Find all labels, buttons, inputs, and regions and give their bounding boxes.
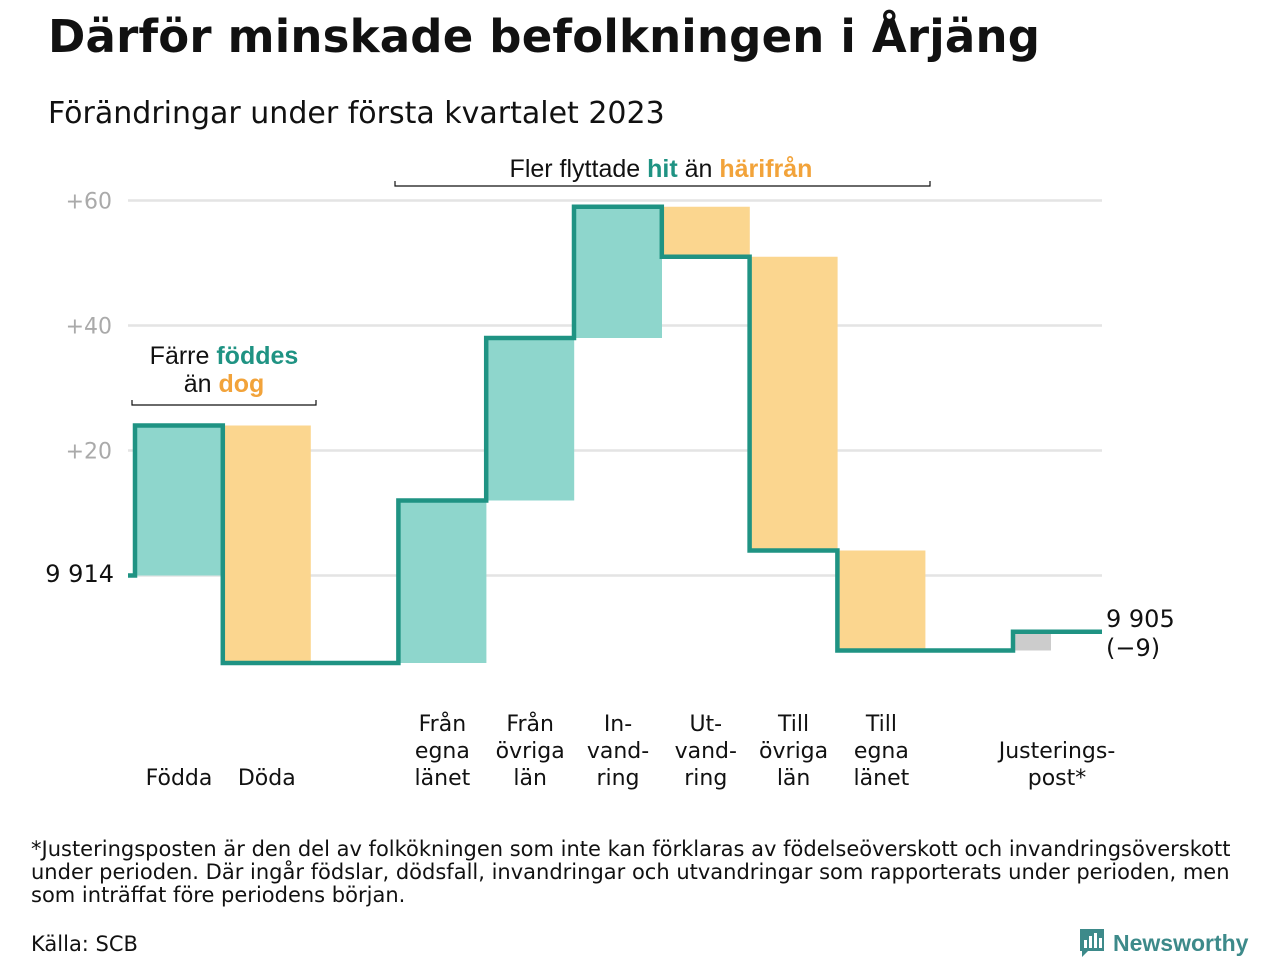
bar-in xyxy=(574,206,662,338)
y-tick-label: +40 xyxy=(66,315,112,340)
moves-annotation-bracket xyxy=(394,181,931,187)
category-label: egna xyxy=(415,739,470,764)
category-label: Födda xyxy=(146,766,213,791)
category-label: Till xyxy=(777,712,809,737)
category-label: Från xyxy=(506,711,554,737)
source-credit: Källa: SCB xyxy=(31,932,138,956)
category-label: övriga xyxy=(759,739,828,764)
end-change-label: (−9) xyxy=(1106,634,1160,662)
waterfall-chart: +20+40+60 Födda DödaFrånegnalänetFrånövri… xyxy=(45,155,1175,791)
moves-annotation-highlight-2: härifrån xyxy=(719,155,812,183)
y-tick-label: +60 xyxy=(66,190,112,215)
moves-annotation-highlight-1: hit xyxy=(647,155,678,183)
start-value-label: 9 914 xyxy=(45,560,114,588)
bar-out xyxy=(661,206,750,257)
category-label: ring xyxy=(596,766,639,791)
category-label: vand- xyxy=(587,739,649,764)
moves-annotation: Fler flyttade hit än härifrån xyxy=(394,155,931,187)
category-label: län xyxy=(513,766,547,791)
category-label: länet xyxy=(415,766,471,791)
newsworthy-logo-icon xyxy=(1080,929,1104,957)
chart-subtitle: Förändringar under första kvartalet 2023 xyxy=(48,96,665,131)
births-annotation: Färre föddes än dog xyxy=(131,342,317,406)
category-label: Justerings- xyxy=(997,739,1116,764)
births-annotation-highlight-1: föddes xyxy=(216,342,298,370)
brand-logo: Newsworthy xyxy=(1079,928,1248,958)
running-total-line xyxy=(128,204,1102,666)
births-annotation-highlight-2: dog xyxy=(218,370,264,398)
category-label: Från xyxy=(419,711,467,737)
category-label: post* xyxy=(1028,766,1087,791)
category-label: länet xyxy=(854,766,910,791)
category-label: In- xyxy=(604,712,632,737)
svg-text:Färre föddes: Färre föddes xyxy=(150,342,299,370)
moves-annotation-text-1: Fler flyttade xyxy=(510,155,648,183)
category-label: egna xyxy=(854,739,909,764)
births-annotation-text-1: Färre xyxy=(150,342,217,370)
svg-text:än dog: än dog xyxy=(184,370,265,398)
category-label: Till xyxy=(865,712,897,737)
category-label: övriga xyxy=(496,739,565,764)
bar-in xyxy=(398,500,487,663)
category-label: län xyxy=(777,766,811,791)
bar-out xyxy=(222,425,311,663)
category-label: vand- xyxy=(675,739,737,764)
footnote: *Justeringsposten är den del av folkökni… xyxy=(31,837,1231,907)
moves-annotation-text-2: än xyxy=(678,155,720,183)
bar-adjust xyxy=(1013,631,1051,651)
category-label: Döda xyxy=(238,766,296,791)
bar-in xyxy=(486,338,575,501)
births-annotation-text-2: än xyxy=(184,370,219,398)
svg-text:Fler flyttade hit än härifrån: Fler flyttade hit än härifrån xyxy=(510,155,813,183)
births-annotation-bracket xyxy=(131,400,317,406)
end-value-label: 9 905 xyxy=(1106,605,1175,633)
bars xyxy=(135,206,1051,663)
bar-out xyxy=(837,550,926,651)
category-label: Ut- xyxy=(689,712,722,737)
running-total-path xyxy=(128,204,1102,666)
bar-in xyxy=(135,425,223,576)
chart-title: Därför minskade befolkningen i Årjäng xyxy=(48,10,1041,63)
category-labels: Födda DödaFrånegnalänetFrånövrigalänIn-va… xyxy=(146,711,1116,791)
y-tick-label: +20 xyxy=(66,440,112,465)
brand-name: Newsworthy xyxy=(1113,929,1249,956)
bar-out xyxy=(749,256,838,551)
category-label: ring xyxy=(684,766,727,791)
